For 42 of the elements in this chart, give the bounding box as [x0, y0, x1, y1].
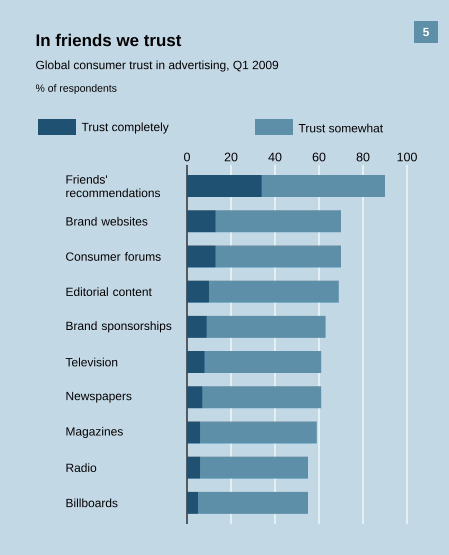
- y-tick-label: Television: [66, 358, 118, 366]
- x-tick-label: 0: [184, 152, 190, 162]
- bar: [262, 175, 385, 198]
- bar: [208, 280, 339, 303]
- bar: [187, 492, 198, 514]
- bar: [200, 456, 308, 479]
- chart-subtitle: Global consumer trust in advertising, Q1 2009: [36, 60, 278, 72]
- chart-title: In friends we trust: [36, 34, 182, 46]
- bar: [200, 421, 317, 444]
- bar: [198, 492, 308, 514]
- bar: [187, 316, 207, 338]
- bar: [202, 386, 322, 408]
- y-tick-label: Friends' recommendations: [66, 174, 160, 198]
- legend-label: Trust somewhat: [298, 124, 384, 132]
- y-tick-label: Billboards: [66, 498, 118, 508]
- bar: [216, 245, 341, 268]
- y-tick-label: Brand websites: [66, 216, 148, 226]
- x-tick-label: 60: [312, 152, 326, 162]
- y-tick-label: Consumer forums: [66, 252, 161, 261]
- bar: [187, 456, 200, 479]
- x-tick-label: 40: [268, 152, 282, 162]
- x-tick-label: 80: [356, 152, 370, 162]
- bar: [206, 316, 326, 338]
- bar: [187, 351, 205, 374]
- bar: [216, 210, 341, 232]
- legend-label: Trust completely: [82, 122, 169, 134]
- bar: [187, 386, 202, 408]
- bar: [204, 351, 322, 374]
- y-tick-label: Magazines: [66, 426, 123, 438]
- bar: [187, 280, 209, 303]
- bar: [187, 175, 262, 198]
- x-tick-label: 100: [398, 152, 417, 162]
- y-tick-label: Editorial content: [66, 287, 152, 296]
- x-tick-label: 20: [224, 152, 238, 162]
- bar: [187, 210, 216, 232]
- bar: [187, 421, 200, 444]
- y-tick-label: Radio: [66, 463, 96, 472]
- y-tick-label: Brand sponsorships: [66, 321, 172, 332]
- y-tick-label: Newspapers: [66, 392, 132, 403]
- bar: [187, 245, 216, 268]
- text: 5: [423, 28, 429, 36]
- text: % of respondents: [36, 84, 117, 94]
